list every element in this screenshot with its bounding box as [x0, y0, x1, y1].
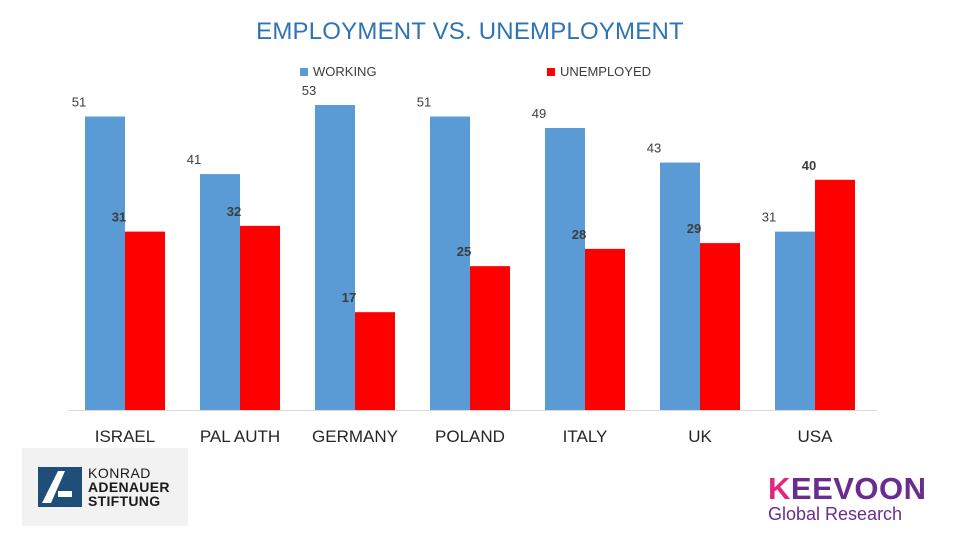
bar-unemployed-uk	[700, 243, 740, 410]
legend-unemployed-label: UNEMPLOYED	[560, 64, 652, 79]
legend-unemployed: UNEMPLOYED	[547, 64, 651, 79]
data-label-working-uk: 43	[647, 141, 661, 156]
data-label-working-pal-auth: 41	[187, 152, 201, 167]
bar-unemployed-usa	[815, 179, 855, 410]
category-label-uk: UK	[688, 427, 712, 446]
data-label-unemployed-germany: 17	[342, 290, 356, 305]
chart-title: EMPLOYMENT VS. UNEMPLOYMENT	[256, 18, 684, 45]
legend-working-swatch	[300, 67, 308, 76]
category-label-germany: GERMANY	[312, 427, 398, 446]
data-label-unemployed-uk: 29	[687, 221, 701, 236]
category-label-israel: ISRAEL	[95, 427, 155, 446]
keevoon-k: K	[768, 471, 791, 506]
data-label-unemployed-italy: 28	[572, 227, 586, 242]
kas-logo: KONRAD ADENAUER STIFTUNG	[22, 448, 188, 526]
data-label-working-usa: 31	[762, 210, 776, 225]
kas-text: KONRAD ADENAUER STIFTUNG	[88, 466, 170, 508]
legend-working: WORKING	[300, 64, 377, 79]
bar-unemployed-germany	[355, 312, 395, 410]
bar-unemployed-pal-auth	[240, 225, 280, 410]
bar-working-usa	[775, 231, 815, 410]
keevoon-name: KEEVOON	[768, 471, 938, 506]
keevoon-subtitle: Global Research	[768, 504, 903, 524]
category-label-poland: POLAND	[435, 427, 505, 446]
data-label-unemployed-israel: 31	[112, 210, 126, 225]
data-label-working-poland: 51	[417, 95, 431, 110]
data-label-working-italy: 49	[532, 106, 546, 121]
bar-working-pal-auth	[200, 174, 240, 410]
kas-line2: ADENAUER	[88, 479, 170, 495]
keevoon-logo: KEEVOON Global Research	[768, 471, 938, 526]
category-label-italy: ITALY	[563, 427, 608, 446]
data-label-unemployed-pal-auth: 32	[227, 204, 241, 219]
kas-mark-icon	[38, 467, 82, 507]
legend-working-label: WORKING	[313, 64, 377, 79]
keevoon-rest: EEVOON	[790, 471, 927, 506]
kas-line1: KONRAD	[88, 465, 151, 481]
bar-working-israel	[85, 116, 125, 411]
bar-working-italy	[545, 128, 585, 411]
bar-working-poland	[430, 116, 470, 411]
data-label-working-germany: 53	[302, 83, 316, 98]
bar-unemployed-poland	[470, 266, 510, 410]
data-label-unemployed-poland: 25	[457, 244, 471, 259]
bar-working-germany	[315, 105, 355, 410]
data-label-unemployed-usa: 40	[802, 158, 816, 173]
bar-unemployed-italy	[585, 248, 625, 410]
kas-line3: STIFTUNG	[88, 493, 161, 509]
bar-unemployed-israel	[125, 231, 165, 410]
data-label-working-israel: 51	[72, 95, 86, 110]
legend-unemployed-swatch	[547, 67, 555, 76]
bar-working-uk	[660, 162, 700, 410]
category-label-usa: USA	[798, 427, 834, 446]
category-label-pal-auth: PAL AUTH	[200, 427, 280, 446]
